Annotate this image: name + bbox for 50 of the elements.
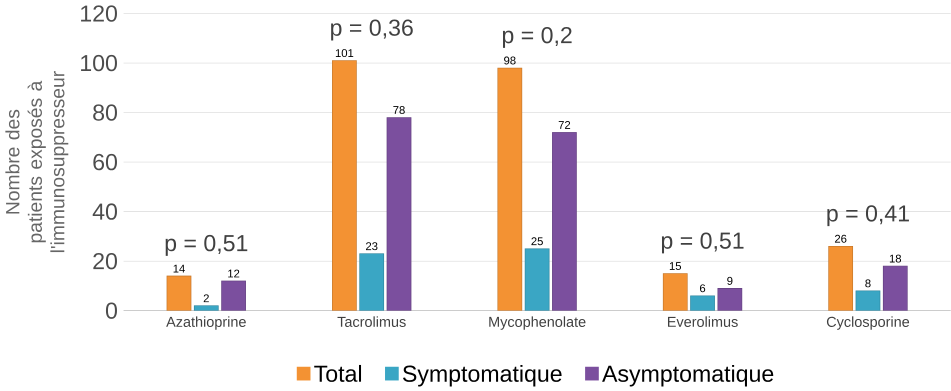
bar: [524, 248, 550, 311]
bar: [856, 290, 880, 311]
data-label: 72: [558, 121, 570, 130]
annotation: p = 0,51: [166, 235, 248, 256]
data-label: 23: [366, 242, 378, 250]
y-axis-title: Nombre des patients exposés à l'immunosuppresseur: [5, 71, 68, 252]
bar: [662, 273, 688, 311]
x-tick-label: Azathioprine: [166, 316, 246, 330]
x-tick-label: Tacrolimus: [337, 316, 406, 328]
annotation: p = 0,51: [662, 232, 744, 254]
bar: [221, 280, 246, 311]
data-label: 9: [727, 277, 732, 286]
data-label: 101: [336, 49, 354, 58]
bar: [386, 117, 412, 311]
data-label: 12: [228, 270, 240, 278]
y-tick-label: 100: [81, 55, 117, 72]
legend-label: Asymptomatique: [602, 365, 774, 387]
bar: [717, 288, 742, 311]
legend-label: Total: [314, 365, 362, 382]
y-tick-label: 80: [93, 104, 117, 122]
data-label: 6: [700, 284, 706, 292]
y-tick-label: 120: [81, 6, 117, 22]
y-tick-label: 40: [92, 204, 117, 220]
bar: [690, 296, 715, 311]
bar: [552, 132, 577, 311]
data-label: 15: [670, 262, 682, 270]
x-tick-label: Cyclosporine: [826, 316, 910, 330]
bar: [166, 276, 192, 311]
bar: [332, 60, 357, 311]
y-tick-label: 20: [93, 253, 117, 270]
bar: [359, 254, 384, 311]
annotation: p = 0,2: [502, 27, 572, 48]
annotation: p = 0,36: [331, 20, 413, 41]
x-tick-label: Mycophenolate: [489, 316, 586, 330]
data-label: 78: [393, 106, 405, 114]
y-tick-label: 0: [106, 302, 118, 320]
bar: [882, 266, 908, 311]
bar: [497, 68, 522, 311]
data-label: 14: [174, 264, 185, 273]
data-label: 26: [834, 235, 846, 243]
data-label: 18: [890, 254, 902, 263]
y-tick-label: 60: [93, 154, 117, 171]
data-label: 98: [504, 56, 516, 65]
annotation: p = 0,41: [827, 205, 909, 226]
data-label: 2: [204, 294, 209, 302]
x-tick-label: Everolimus: [668, 316, 738, 328]
bar: [828, 246, 854, 311]
legend-label: Symptomatique: [403, 365, 562, 387]
data-label: 25: [531, 238, 543, 246]
data-label: 8: [865, 280, 871, 288]
